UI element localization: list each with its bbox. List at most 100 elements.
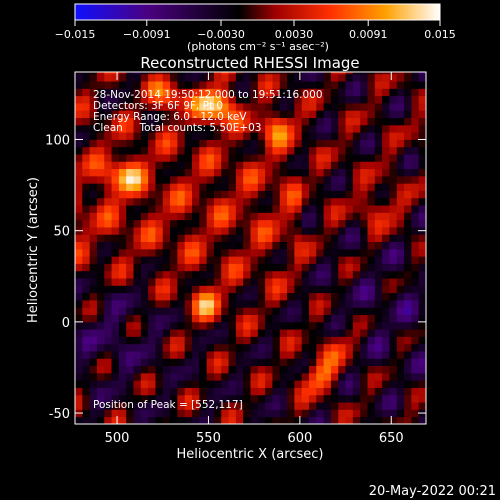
heatmap-cell (272, 168, 281, 177)
heatmap-cell (213, 380, 222, 388)
heatmap-cell (228, 365, 237, 374)
heatmap-cell (126, 336, 134, 345)
heatmap-cell (89, 270, 98, 279)
heatmap-cell (279, 81, 288, 89)
heatmap-cell (272, 88, 281, 97)
heatmap-cell (265, 234, 273, 243)
heatmap-cell (162, 146, 171, 155)
heatmap-cell (184, 285, 193, 294)
heatmap-cell (404, 409, 412, 418)
heatmap-cell (155, 227, 164, 235)
heatmap-cell (206, 117, 215, 126)
heatmap-cell (162, 241, 171, 250)
heatmap-cell (279, 110, 288, 118)
heatmap-cell (316, 103, 325, 111)
heatmap-cell (206, 88, 215, 97)
heatmap-cell (272, 73, 281, 82)
heatmap-cell (294, 190, 303, 199)
heatmap-cell (155, 197, 164, 206)
heatmap-cell (111, 256, 120, 264)
heatmap-cell (374, 168, 383, 177)
heatmap-cell (228, 241, 237, 250)
heatmap-cell (404, 372, 412, 381)
heatmap-cell (140, 81, 149, 89)
heatmap-cell (221, 73, 229, 82)
heatmap-cell (265, 227, 273, 235)
heatmap-cell (89, 292, 98, 301)
heatmap-cell (192, 358, 200, 367)
heatmap-cell (148, 197, 156, 206)
heatmap-cell (82, 81, 91, 89)
heatmap-cell (360, 299, 368, 308)
heatmap-cell (367, 263, 376, 272)
heatmap-cell (257, 212, 266, 221)
heatmap-cell (228, 132, 237, 140)
heatmap-cell (118, 183, 127, 191)
heatmap-cell (221, 278, 229, 286)
heatmap-cell (374, 307, 383, 315)
heatmap-cell (265, 387, 273, 396)
heatmap-cell (235, 146, 244, 155)
heatmap-cell (352, 110, 361, 118)
heatmap-cell (257, 227, 266, 235)
heatmap-cell (82, 110, 91, 118)
heatmap-cell (279, 285, 288, 294)
heatmap-cell (221, 336, 229, 345)
heatmap-cell (389, 234, 398, 243)
heatmap-cell (411, 212, 420, 221)
heatmap-cell (382, 329, 390, 337)
heatmap-cell (330, 234, 339, 243)
heatmap-cell (199, 387, 208, 396)
heatmap-cell (294, 175, 303, 184)
heatmap-cell (243, 110, 251, 118)
heatmap-cell (162, 336, 171, 345)
heatmap-cell (294, 110, 303, 118)
heatmap-cell (279, 72, 288, 75)
heatmap-cell (96, 81, 105, 89)
colorbar-tick-label: −0.015 (55, 28, 96, 41)
heatmap-cell (96, 292, 105, 301)
heatmap-cell (235, 380, 244, 388)
heatmap-cell (228, 205, 237, 213)
heatmap-cell (404, 321, 412, 330)
heatmap-cell (243, 285, 251, 294)
heatmap-cell (213, 409, 222, 418)
heatmap-cell (162, 358, 171, 367)
heatmap-cell (294, 132, 303, 140)
heatmap-cell (345, 299, 354, 308)
heatmap-cell (374, 73, 383, 82)
heatmap-cell (382, 409, 390, 418)
heatmap-cell (148, 117, 156, 126)
heatmap-cell (140, 219, 149, 228)
heatmap-cell (133, 168, 142, 177)
heatmap-cell (309, 402, 317, 410)
heatmap-cell (126, 321, 134, 330)
heatmap-cell (360, 270, 368, 279)
heatmap-cell (243, 402, 251, 410)
heatmap-cell (338, 234, 346, 243)
heatmap-cell (133, 132, 142, 140)
heatmap-cell (418, 197, 426, 206)
heatmap-cell (192, 95, 200, 104)
heatmap-cell (301, 321, 310, 330)
heatmap-cell (301, 307, 310, 315)
heatmap-cell (316, 72, 325, 75)
heatmap-cell (287, 88, 295, 97)
heatmap-cell (382, 278, 390, 286)
heatmap-cell (170, 161, 178, 170)
heatmap-cell (82, 351, 91, 359)
heatmap-cell (243, 161, 251, 170)
heatmap-cell (162, 292, 171, 301)
heatmap-cell (82, 95, 91, 104)
heatmap-cell (82, 307, 91, 315)
heatmap-cell (294, 365, 303, 374)
heatmap-cell (184, 416, 193, 424)
heatmap-cell (228, 321, 237, 330)
heatmap-cell (374, 387, 383, 396)
heatmap-cell (213, 387, 222, 396)
heatmap-cell (294, 117, 303, 126)
heatmap-cell (250, 117, 259, 126)
heatmap-cell (294, 146, 303, 155)
heatmap-cell (382, 168, 390, 177)
heatmap-cell (140, 154, 149, 162)
